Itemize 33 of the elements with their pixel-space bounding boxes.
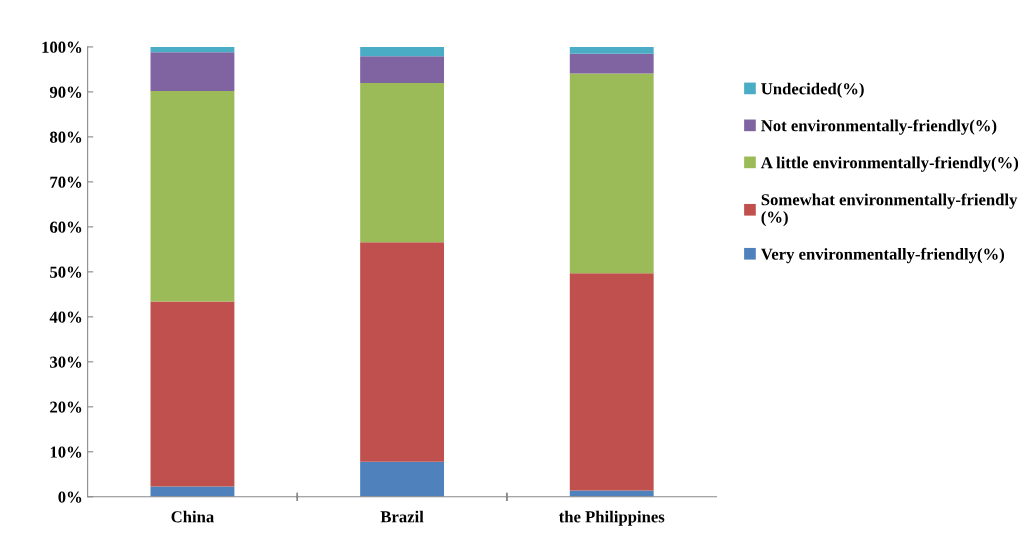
y-tick-label: 90%: [49, 86, 82, 98]
y-tick-label: 60%: [50, 221, 82, 233]
x-tick-label: the Philippines: [558, 510, 665, 526]
legend-label: A little environmentally-friendly(%): [760, 156, 1019, 172]
bar: [150, 91, 235, 302]
legend-label: Somewhat environmentally-friendly (%): [761, 193, 1018, 227]
legend-label: Undecided(%): [761, 82, 864, 98]
bar: [569, 73, 654, 274]
bar: [150, 46, 235, 53]
bar: [360, 46, 445, 57]
legend-label: Not environmentally-friendly(%): [761, 119, 997, 135]
y-tick-label: 80%: [50, 131, 82, 143]
y-tick-label: 30%: [50, 356, 82, 368]
bar: [150, 301, 235, 487]
bar: [150, 486, 235, 497]
bar: [569, 273, 654, 491]
x-tick-label: Brazil: [380, 510, 424, 523]
bar: [569, 53, 654, 74]
y-tick-label: 10%: [50, 446, 82, 458]
bar: [360, 56, 445, 83]
bar: [360, 242, 445, 462]
bar: [150, 52, 235, 92]
y-tick-label: 20%: [50, 401, 82, 413]
bar: [360, 461, 445, 497]
x-tick-label: China: [171, 510, 214, 523]
y-tick-label: 40%: [49, 311, 82, 323]
legend-label: Very environmentally-friendly(%): [760, 247, 1005, 264]
y-tick-label: 50%: [50, 266, 82, 278]
bar: [569, 46, 654, 54]
y-tick-label: 100%: [42, 41, 82, 53]
bar: [360, 82, 445, 243]
y-tick-label: 70%: [50, 176, 82, 188]
y-tick-label: 0%: [58, 491, 82, 503]
